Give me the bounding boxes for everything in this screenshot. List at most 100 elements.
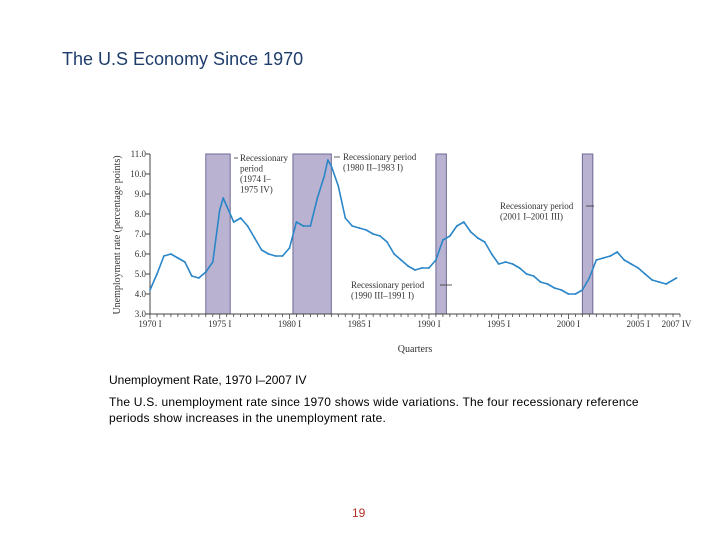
data-point xyxy=(267,253,270,255)
data-point xyxy=(644,273,647,275)
data-point xyxy=(518,267,521,269)
data-point xyxy=(623,259,626,261)
data-point xyxy=(253,237,256,239)
data-point xyxy=(539,281,542,283)
y-axis-label: Unemployment rate (percentage points) xyxy=(112,155,123,314)
data-point xyxy=(400,259,402,261)
data-point xyxy=(239,217,242,219)
data-point xyxy=(435,259,437,261)
data-point xyxy=(553,287,556,289)
data-point xyxy=(574,293,577,295)
y-tick-label: 5.0 xyxy=(135,269,147,279)
x-tick-label: 1980 I xyxy=(278,319,301,329)
data-point xyxy=(379,235,382,237)
data-point xyxy=(560,289,563,291)
data-point xyxy=(218,209,221,211)
recession-band-2 xyxy=(292,153,332,315)
data-point xyxy=(344,217,347,219)
x-axis-label: Quarters xyxy=(398,344,433,355)
recession-annotation-1: Recessionary xyxy=(240,153,288,163)
recession-band-1 xyxy=(205,153,231,315)
data-point xyxy=(372,233,375,235)
series-line-unemployment-rate xyxy=(149,159,677,295)
data-point xyxy=(281,255,284,257)
data-point xyxy=(351,225,354,227)
data-point xyxy=(490,253,493,255)
data-point xyxy=(448,235,451,237)
recession-band-3 xyxy=(435,153,447,315)
data-point xyxy=(393,253,395,255)
data-point xyxy=(323,175,326,177)
y-tick-label: 3.0 xyxy=(135,309,147,319)
slide-title: The U.S Economy Since 1970 xyxy=(62,49,304,69)
data-point xyxy=(302,225,305,227)
data-point xyxy=(295,221,298,223)
figure-caption: Unemployment Rate, 1970 I–2007 IV xyxy=(109,373,307,387)
data-point xyxy=(546,283,549,285)
data-point xyxy=(288,247,291,249)
y-tick-label: 6.0 xyxy=(135,249,147,259)
data-point xyxy=(567,293,570,295)
x-tick-label: 2005 I xyxy=(627,319,650,329)
x-tick-label: 1995 I xyxy=(487,319,510,329)
data-point xyxy=(665,283,667,285)
data-point xyxy=(511,263,514,265)
data-point xyxy=(246,225,249,227)
data-point xyxy=(365,229,368,231)
page-number: 19 xyxy=(352,506,366,520)
data-point xyxy=(316,197,319,199)
data-point xyxy=(222,197,225,199)
data-point xyxy=(651,279,654,281)
data-point xyxy=(588,277,591,279)
recession-annotation-3: (1990 III–1991 I) xyxy=(351,291,414,301)
data-point xyxy=(330,165,333,167)
recession-annotation-4: (2001 I–2001 III) xyxy=(500,212,563,222)
data-point xyxy=(170,253,172,255)
recession-annotation-2: Recessionary period xyxy=(343,152,417,162)
y-tick-label: 4.0 xyxy=(135,289,147,299)
y-tick-label: 11.0 xyxy=(131,149,147,159)
data-point xyxy=(469,231,472,233)
recession-annotation-1: period xyxy=(240,164,263,174)
data-point xyxy=(407,265,409,267)
data-point xyxy=(163,255,165,257)
recession-annotation-3: Recessionary period xyxy=(351,280,425,290)
data-point xyxy=(309,225,312,227)
x-tick-label: 2000 I xyxy=(557,319,580,329)
data-point xyxy=(204,271,207,273)
x-tick-label: 1975 I xyxy=(208,319,231,329)
data-point xyxy=(274,255,277,257)
recession-annotation-1: (1974 I– xyxy=(240,174,271,184)
data-point xyxy=(260,249,263,251)
y-tick-label: 8.0 xyxy=(135,209,147,219)
y-tick-label: 10.0 xyxy=(130,169,146,179)
data-point xyxy=(497,263,500,265)
data-point xyxy=(358,227,361,229)
data-point xyxy=(421,267,423,269)
data-point xyxy=(386,241,389,243)
data-point xyxy=(483,241,486,243)
data-point xyxy=(414,269,416,271)
data-point xyxy=(190,275,193,277)
data-point xyxy=(326,159,329,161)
x-tick-label: 1985 I xyxy=(348,319,371,329)
data-point xyxy=(637,267,640,269)
data-point xyxy=(211,261,214,263)
data-point xyxy=(462,221,465,223)
data-point xyxy=(197,277,200,279)
figure-description: The U.S. unemployment rate since 1970 sh… xyxy=(109,395,639,425)
data-point xyxy=(183,261,186,263)
data-point xyxy=(428,267,430,269)
data-point xyxy=(595,259,598,261)
data-point xyxy=(441,239,444,241)
data-point xyxy=(581,289,584,291)
recession-annotation-2: (1980 II–1983 I) xyxy=(343,163,403,173)
data-point xyxy=(525,273,528,275)
data-point xyxy=(455,225,458,227)
data-point xyxy=(658,281,660,283)
data-point xyxy=(225,205,228,207)
recession-annotation-4: Recessionary period xyxy=(500,201,574,211)
x-tick-label: 1990 I xyxy=(417,319,440,329)
data-point xyxy=(602,257,605,259)
data-point xyxy=(504,261,507,263)
